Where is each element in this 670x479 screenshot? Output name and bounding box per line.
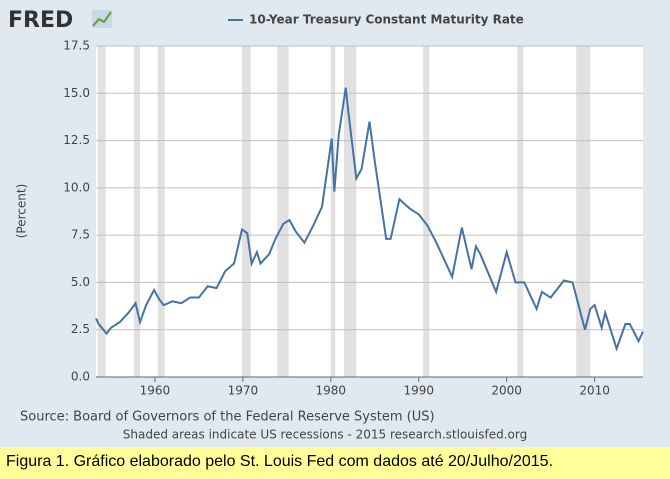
recession-band (576, 46, 591, 377)
recession-band (133, 46, 140, 377)
recession-band (97, 46, 106, 377)
recession-band (517, 46, 524, 377)
x-tick-label: 1970 (228, 384, 259, 398)
recession-band (343, 46, 357, 377)
y-tick-label: 15.0 (63, 86, 90, 100)
note: Shaded areas indicate US recessions - 20… (123, 428, 527, 442)
logo: FRED (8, 8, 73, 33)
y-tick-label: 7.5 (71, 228, 90, 242)
y-tick-label: 0.0 (71, 370, 90, 384)
source: Source: Board of Governors of the Federa… (20, 410, 435, 425)
recession-band (330, 46, 336, 377)
x-tick-label: 1980 (316, 384, 347, 398)
x-tick-label: 1990 (403, 384, 434, 398)
recession-band (277, 46, 289, 377)
logo-icon-line (92, 11, 112, 27)
plot-area (96, 46, 643, 377)
y-axis-label: (Percent) (15, 184, 29, 239)
caption: Figura 1. Gráfico elaborado pelo St. Lou… (6, 453, 553, 470)
legend-label: 10-Year Treasury Constant Maturity Rate (249, 13, 524, 27)
logo-icon (92, 10, 112, 28)
recession-band (423, 46, 430, 377)
y-tick-label: 10.0 (63, 180, 90, 194)
y-tick-label: 12.5 (63, 133, 90, 147)
caption-band (0, 447, 670, 479)
x-tick-label: 2000 (491, 384, 522, 398)
y-tick-label: 17.5 (63, 39, 90, 53)
x-tick-label: 2010 (579, 384, 610, 398)
data-line (95, 87, 644, 352)
recession-band (241, 46, 251, 377)
recession-band (157, 46, 165, 377)
x-tick-label: 1960 (140, 384, 171, 398)
y-tick-label: 5.0 (71, 275, 90, 289)
y-tick-label: 2.5 (71, 322, 90, 336)
